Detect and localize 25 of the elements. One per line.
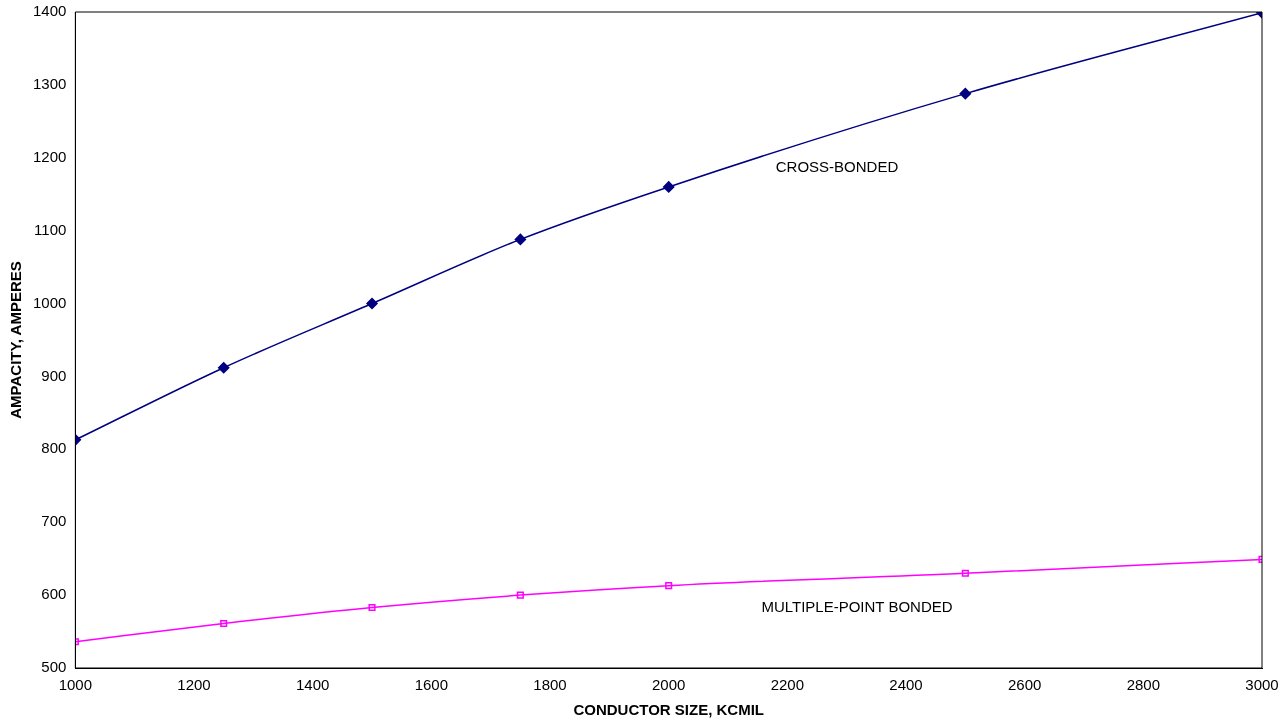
y-tick-label: 1300: [32, 75, 67, 93]
y-tick-label: 600: [41, 585, 67, 603]
y-tick-label: 500: [41, 658, 67, 676]
x-tick-label: 2400: [889, 676, 923, 694]
y-tick-label: 1100: [34, 220, 67, 238]
x-axis-title: CONDUCTOR SIZE, KCMIL: [573, 701, 764, 719]
x-tick-label: 1600: [414, 676, 449, 694]
x-tick-label: 1400: [296, 676, 330, 694]
x-tick-label: 1000: [58, 676, 93, 694]
y-tick-label: 900: [41, 366, 67, 384]
y-axis-title: AMPACITY, AMPERES: [7, 261, 25, 419]
x-tick-label: 2000: [652, 676, 686, 694]
x-tick-label: 2200: [770, 676, 805, 694]
x-tick-label: 3000: [1245, 676, 1279, 694]
y-tick-label: 700: [41, 512, 67, 530]
y-tick-label: 1200: [32, 147, 67, 165]
series-label: CROSS-BONDED: [775, 158, 899, 176]
x-tick-label: 2600: [1007, 676, 1042, 694]
y-tick-label: 1400: [32, 2, 67, 20]
x-tick-label: 1800: [533, 676, 567, 694]
series-label: MULTIPLE-POINT BONDED: [761, 597, 953, 615]
y-tick-label: 800: [41, 439, 67, 457]
x-tick-label: 2800: [1126, 676, 1161, 694]
x-tick-label: 1200: [177, 676, 211, 694]
y-tick-label: 1000: [32, 293, 67, 311]
